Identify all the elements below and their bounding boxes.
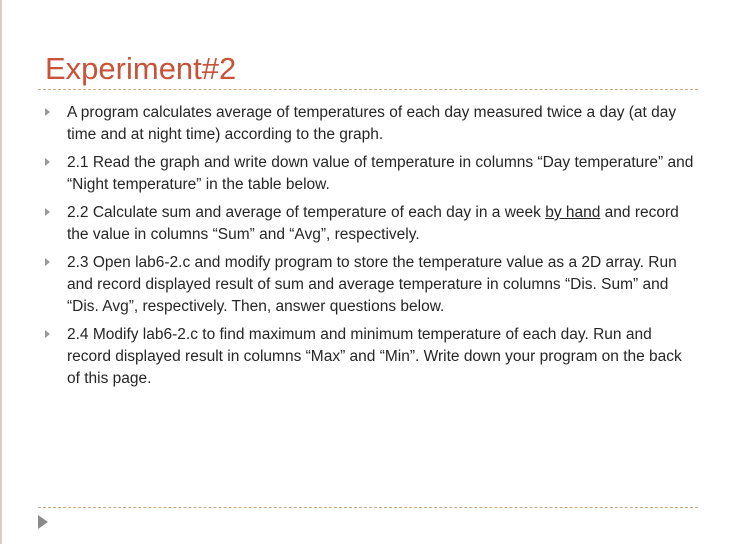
slide-title: Experiment#2 bbox=[45, 51, 237, 86]
bullet-text-after: and record the value in columns “Sum” an… bbox=[67, 204, 679, 243]
bullet-arrow-icon bbox=[45, 258, 50, 266]
bullet-text-before: 2.2 Calculate sum and average of tempera… bbox=[67, 204, 546, 221]
title-divider bbox=[38, 89, 698, 90]
bullet-text: 2.4 Modify lab6-2.c to find maximum and … bbox=[67, 326, 682, 387]
bullet-item-5: 2.4 Modify lab6-2.c to find maximum and … bbox=[43, 324, 698, 390]
bullet-text: 2.3 Open lab6-2.c and modify program to … bbox=[67, 254, 677, 315]
play-arrow-icon[interactable] bbox=[38, 515, 48, 529]
left-margin-rule bbox=[0, 0, 2, 544]
bullet-item-3: 2.2 Calculate sum and average of tempera… bbox=[43, 202, 698, 246]
bullet-list: A program calculates average of temperat… bbox=[43, 102, 698, 396]
bullet-item-4: 2.3 Open lab6-2.c and modify program to … bbox=[43, 252, 698, 318]
bullet-item-2: 2.1 Read the graph and write down value … bbox=[43, 152, 698, 196]
bullet-text: A program calculates average of temperat… bbox=[67, 104, 677, 143]
bullet-text-underlined: by hand bbox=[545, 204, 601, 221]
footer-divider bbox=[38, 507, 698, 508]
bullet-text: 2.1 Read the graph and write down value … bbox=[67, 154, 694, 193]
bullet-arrow-icon bbox=[45, 330, 50, 338]
bullet-item-1: A program calculates average of temperat… bbox=[43, 102, 698, 146]
bullet-arrow-icon bbox=[45, 208, 50, 216]
bullet-arrow-icon bbox=[45, 158, 50, 166]
bullet-arrow-icon bbox=[45, 108, 50, 116]
